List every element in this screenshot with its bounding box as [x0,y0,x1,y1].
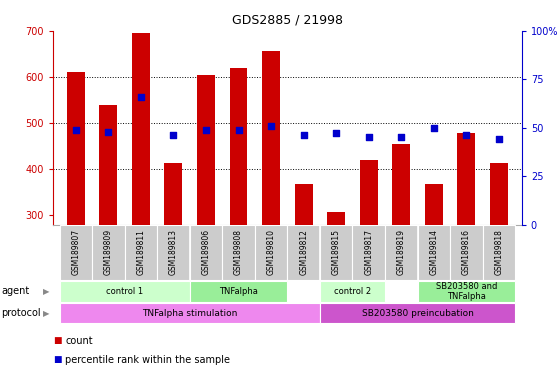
Bar [197,74,215,225]
Bar [320,225,353,280]
Text: GSM189811: GSM189811 [136,229,146,275]
Bar [190,281,287,302]
Text: GSM189812: GSM189812 [299,229,308,275]
Text: GSM189806: GSM189806 [201,229,210,275]
Bar [417,225,450,280]
Bar [99,104,117,225]
Text: GSM189810: GSM189810 [267,229,276,275]
Text: GDS2885 / 21998: GDS2885 / 21998 [232,13,343,26]
Bar [450,225,483,280]
Point [136,94,145,100]
Point [267,122,276,129]
Text: ▶: ▶ [43,287,50,296]
Bar [458,133,475,225]
Point [299,132,308,139]
Text: control 2: control 2 [334,287,371,296]
Point [234,127,243,133]
Text: GSM189813: GSM189813 [169,229,178,275]
Bar [255,225,287,280]
Text: agent: agent [1,286,30,296]
Text: GSM189814: GSM189814 [429,229,439,275]
Bar [124,225,157,280]
Bar [417,281,515,302]
Text: TNFalpha: TNFalpha [219,287,258,296]
Bar [67,72,85,225]
Bar [425,184,443,225]
Point [364,134,373,141]
Text: TNFalpha stimulation: TNFalpha stimulation [142,309,237,318]
Bar [190,225,222,280]
Text: GSM189819: GSM189819 [397,229,406,275]
Text: ▶: ▶ [43,309,50,318]
Bar [295,184,312,225]
Point [494,136,503,142]
Text: GSM189807: GSM189807 [71,229,80,275]
Text: count: count [65,336,93,346]
Bar [320,281,385,302]
Bar [385,225,417,280]
Bar [483,225,515,280]
Bar [165,163,182,225]
Text: ■: ■ [53,355,61,364]
Bar [60,281,190,302]
Bar [490,163,508,225]
Text: control 1: control 1 [106,287,143,296]
Text: GSM189817: GSM189817 [364,229,373,275]
Text: GSM189818: GSM189818 [494,229,503,275]
Bar [392,144,410,225]
Text: percentile rank within the sample: percentile rank within the sample [65,355,230,365]
Bar [353,225,385,280]
Point [71,127,80,133]
Text: ■: ■ [53,336,61,345]
Text: GSM189816: GSM189816 [462,229,471,275]
Text: SB203580 and
TNFalpha: SB203580 and TNFalpha [436,282,497,301]
Point [104,129,113,135]
Bar [262,51,280,225]
Bar [60,225,92,280]
Point [169,132,178,139]
Bar [132,33,150,225]
Bar [222,225,255,280]
Text: protocol: protocol [1,308,41,318]
Bar [360,160,378,225]
Point [331,131,340,137]
Bar [320,303,515,323]
Bar [287,225,320,280]
Bar [327,212,345,225]
Bar [92,225,124,280]
Point [201,127,210,133]
Point [397,134,406,141]
Text: GSM189815: GSM189815 [331,229,341,275]
Text: GSM189808: GSM189808 [234,229,243,275]
Text: GSM189809: GSM189809 [104,229,113,275]
Bar [157,225,190,280]
Point [462,132,471,139]
Bar [60,303,320,323]
Bar [229,68,248,225]
Point [430,124,439,131]
Text: SB203580 preincubation: SB203580 preincubation [362,309,474,318]
